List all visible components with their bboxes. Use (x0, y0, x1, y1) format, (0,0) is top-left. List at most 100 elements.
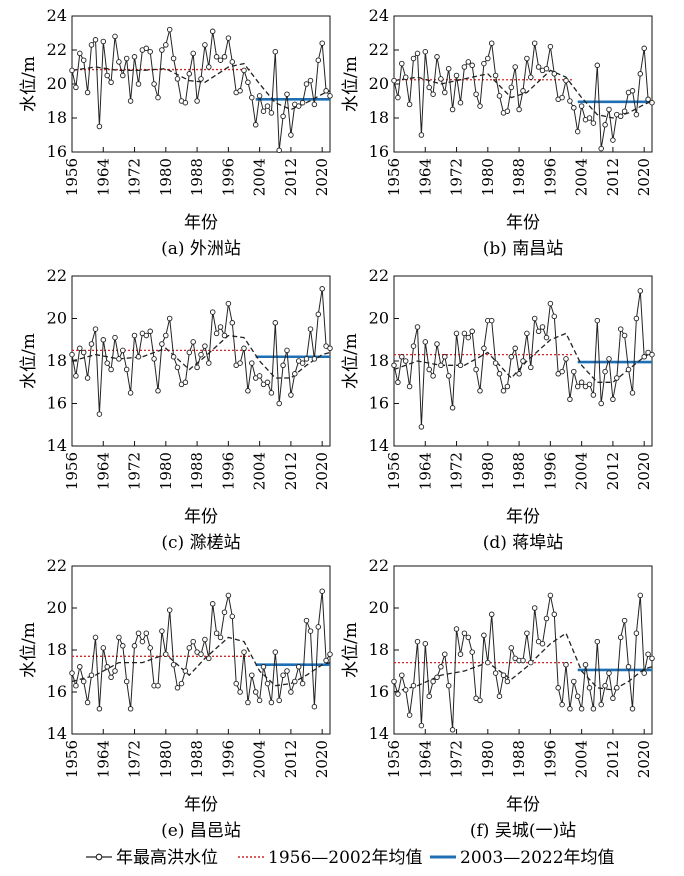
data-point (163, 651, 169, 657)
data-point (264, 680, 271, 687)
x-tick-label: 2020 (635, 452, 653, 490)
data-point (92, 326, 99, 332)
data-point (159, 628, 165, 634)
data-point (391, 678, 397, 685)
data-point (159, 341, 165, 347)
data-point (457, 99, 464, 106)
data-point (602, 122, 608, 128)
data-point (469, 649, 475, 655)
data-point (295, 664, 302, 670)
data-point (163, 42, 169, 48)
data-point (625, 366, 632, 373)
data-point (461, 64, 468, 70)
data-point (100, 38, 107, 45)
data-point (453, 330, 460, 337)
x-tick-label: 1964 (416, 452, 434, 490)
data-point (202, 636, 208, 643)
data-point (104, 72, 110, 79)
data-point (245, 388, 251, 394)
y-axis-label: 水位/m (19, 56, 39, 112)
data-point (422, 339, 429, 345)
data-point (170, 55, 177, 62)
data-point (426, 84, 432, 91)
data-point (539, 640, 546, 647)
x-tick-label: 2020 (313, 452, 331, 490)
data-point (264, 103, 271, 109)
data-point (268, 110, 275, 116)
data-point (520, 657, 526, 664)
x-tick-label: 2012 (604, 158, 622, 196)
data-point (245, 79, 251, 86)
data-point (594, 317, 601, 324)
chart-panel-6: 14 16 18 20 22 1956 1964 1972 1980 1988 1996 2004 20… (341, 556, 655, 841)
data-point (295, 103, 302, 109)
x-tick-label: 2012 (282, 740, 300, 778)
data-point (516, 106, 522, 113)
data-point (547, 592, 554, 599)
data-point (209, 28, 216, 35)
data-point (127, 390, 134, 396)
data-point (641, 670, 647, 676)
data-point (492, 670, 499, 676)
data-point (559, 701, 565, 708)
data-point (108, 366, 114, 373)
data-point (449, 106, 456, 113)
data-point (237, 88, 243, 94)
data-point (311, 101, 318, 108)
data-point (453, 626, 460, 632)
data-point (170, 661, 177, 668)
data-point (311, 703, 318, 710)
data-point (288, 132, 294, 138)
y-tick-label: 16 (369, 394, 389, 413)
data-point (543, 334, 550, 341)
data-point (414, 638, 421, 645)
data-point (202, 343, 208, 349)
data-point (574, 693, 581, 699)
data-point (143, 45, 150, 52)
data-point (280, 672, 286, 678)
trend-line (393, 332, 653, 383)
data-point (186, 71, 193, 77)
legend-mean1-label: 1956—2002年均值 (268, 848, 423, 868)
trend-line (393, 69, 653, 119)
x-tick-label: 2012 (604, 740, 622, 778)
data-point (512, 64, 518, 70)
data-point (77, 50, 83, 57)
data-point (391, 362, 397, 369)
data-point (100, 337, 107, 343)
data-point (481, 60, 487, 67)
data-point (598, 145, 604, 152)
data-point (535, 64, 542, 70)
data-point (559, 94, 565, 101)
x-tick-label: 1956 (385, 158, 403, 196)
data-point (578, 103, 585, 109)
data-point (256, 697, 263, 704)
data-point (606, 670, 612, 676)
data-point (96, 123, 103, 130)
data-point (252, 689, 259, 695)
data-point (276, 400, 282, 407)
data-point (457, 362, 464, 369)
y-tick-label: 18 (47, 640, 67, 659)
data-point (477, 388, 483, 394)
data-point (249, 94, 255, 101)
data-point (112, 668, 118, 674)
y-tick-label: 22 (47, 266, 67, 285)
data-point (292, 371, 298, 377)
data-point (221, 54, 228, 60)
data-point (504, 383, 511, 390)
data-point (147, 645, 153, 651)
data-point (418, 424, 425, 430)
data-point (272, 48, 279, 55)
data-point (276, 147, 282, 154)
data-point (469, 62, 475, 69)
y-axis-label: 水位/m (19, 333, 39, 389)
plot-frame (71, 275, 331, 447)
y-tick-label: 22 (369, 266, 389, 285)
data-point (276, 697, 282, 704)
data-point (543, 65, 550, 72)
data-point (610, 396, 616, 403)
x-tick-label: 1996 (219, 740, 237, 778)
x-tick-label: 1972 (448, 452, 466, 490)
data-point (127, 98, 134, 104)
